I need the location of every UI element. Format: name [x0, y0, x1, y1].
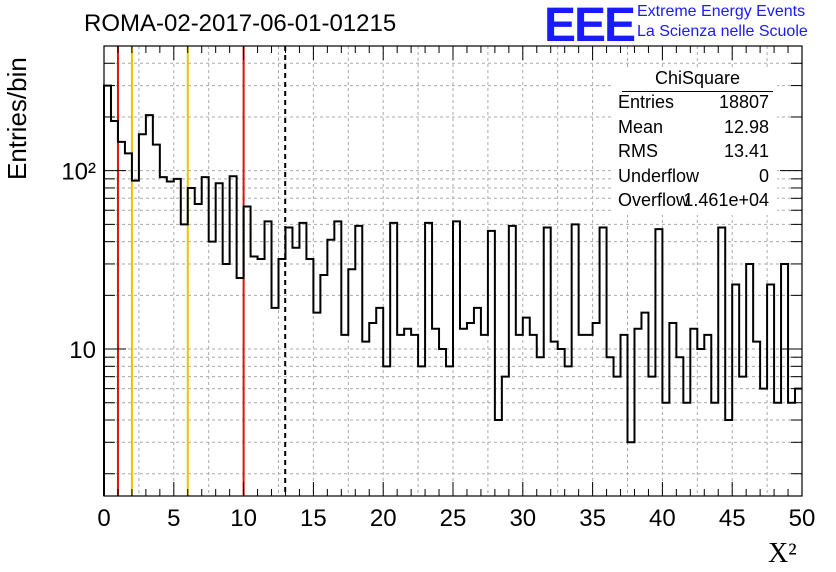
stats-box: ChiSquare Entries 18807 Mean 12.98 RMS 13.4… [612, 68, 777, 215]
logo-line-2: La Scienza nelle Scuole [637, 23, 808, 40]
logo-line-1: Extreme Energy Events [637, 3, 806, 20]
x-tick-label: 35 [579, 505, 606, 532]
y-axis-label: Entries/bin [2, 57, 32, 180]
stats-row: Underflow 0 [612, 166, 777, 191]
stats-value: 12.98 [723, 116, 769, 137]
eee-logo: EEE [544, 0, 636, 52]
stats-key: Underflow [618, 165, 700, 186]
chart-title: ROMA-02-2017-06-01-01215 [84, 10, 397, 37]
stats-key: Entries [618, 92, 675, 112]
stats-value: 18807 [718, 92, 769, 112]
stats-row: Mean 12.98 [612, 117, 777, 142]
x-tick-label: 45 [719, 505, 746, 532]
x-tick-label: 25 [440, 505, 467, 532]
x-tick-label: 50 [789, 505, 816, 532]
stats-row: Entries 18807 [612, 92, 777, 117]
histogram-line [103, 84, 802, 496]
grid-lines [104, 45, 802, 496]
stats-row: Overflow 1.461e+04 [612, 190, 777, 215]
stats-key: RMS [618, 141, 658, 161]
stats-value: 13.41 [723, 141, 769, 161]
x-tick-label: 0 [97, 505, 110, 532]
x-tick-label: 30 [509, 505, 536, 532]
x-tick-label: 40 [649, 505, 676, 532]
stats-row: RMS 13.41 [612, 141, 777, 166]
y-tick-label: 10² [61, 159, 96, 186]
stats-value: 0 [758, 165, 769, 186]
marker-lines [116, 46, 287, 496]
stats-key: Overflow [618, 190, 690, 210]
x-tick-label: 5 [167, 505, 180, 532]
x-axis-label: X² [768, 538, 797, 569]
x-tick-label: 10 [230, 505, 257, 532]
x-tick-label: 20 [370, 505, 397, 532]
stats-key: Mean [618, 116, 664, 137]
stats-box-title: ChiSquare [622, 68, 773, 92]
plot-frame [103, 45, 803, 497]
x-tick-label: 15 [300, 505, 327, 532]
y-tick-label: 10 [69, 337, 96, 364]
y-tick-labels: 10 10² [61, 159, 96, 364]
x-tick-labels: 0 5 10 15 20 25 30 35 40 45 50 [97, 505, 815, 532]
stats-value: 1.461e+04 [683, 190, 769, 210]
